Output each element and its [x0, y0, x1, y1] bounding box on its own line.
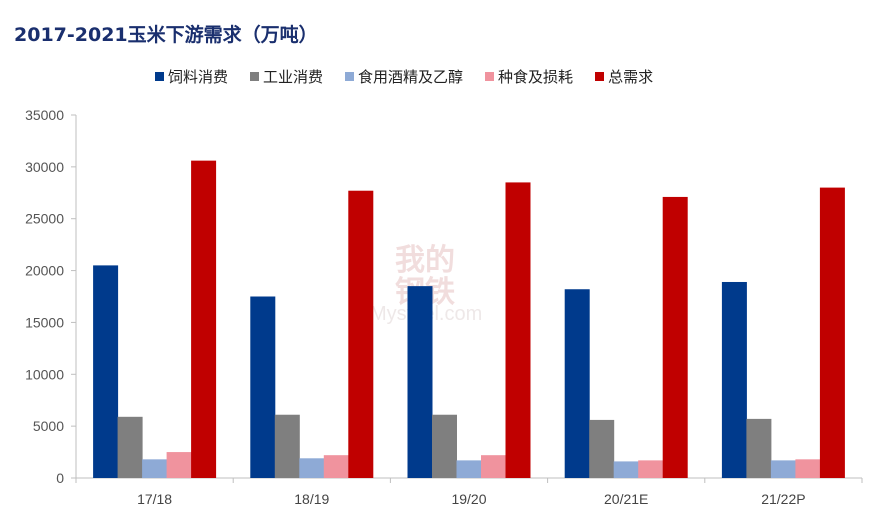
- chart-bars: [93, 160, 845, 479]
- bar: [166, 452, 192, 478]
- x-tick-label: 18/19: [294, 491, 329, 507]
- legend-swatch-ethanol: [345, 72, 355, 81]
- bar: [142, 459, 168, 478]
- legend-label-total: 总需求: [608, 68, 654, 86]
- y-tick-label: 30000: [25, 159, 64, 175]
- bar: [662, 196, 688, 479]
- legend-label-feed: 饲料消费: [168, 68, 229, 86]
- legend-swatch-industrial: [250, 72, 260, 81]
- bar: [819, 187, 845, 478]
- legend-item-ethanol: 食用酒精及乙醇: [345, 66, 463, 87]
- bar: [505, 182, 531, 478]
- bar: [589, 419, 615, 478]
- y-tick-label: 10000: [25, 366, 64, 382]
- chart-axes: 0 5000 10000 15000 20000 25000 30000 35000 17/18…: [25, 107, 863, 507]
- legend-swatch-total: [595, 72, 605, 81]
- legend-label-seed-loss: 种食及损耗: [498, 68, 574, 86]
- bar: [795, 459, 821, 478]
- bar: [746, 418, 772, 478]
- y-tick-label: 5000: [33, 418, 64, 434]
- y-tick-label: 25000: [25, 211, 64, 227]
- bar: [191, 160, 217, 479]
- legend-item-total: 总需求: [595, 66, 653, 87]
- bar: [770, 460, 796, 478]
- legend-label-ethanol: 食用酒精及乙醇: [358, 68, 464, 86]
- y-tick-label: 20000: [25, 263, 64, 279]
- bar: [117, 416, 143, 478]
- bar: [299, 458, 325, 478]
- legend-swatch-seed-loss: [485, 72, 495, 81]
- bar: [407, 286, 433, 478]
- x-tick-label: 21/22P: [761, 491, 805, 507]
- watermark-text: 我的: [395, 243, 455, 278]
- x-tick-label: 17/18: [137, 491, 172, 507]
- y-tick-label: 0: [56, 470, 64, 486]
- y-tick-label: 15000: [25, 314, 64, 330]
- bar: [323, 455, 349, 478]
- bar: [456, 460, 482, 478]
- chart-title: 2017-2021玉米下游需求（万吨）: [14, 24, 318, 46]
- bar: [613, 461, 639, 478]
- legend-item-industrial: 工业消费: [250, 66, 323, 87]
- legend-label-industrial: 工业消费: [263, 68, 324, 86]
- chart-legend: 饲料消费 工业消费 食用酒精及乙醇 种食及损耗 总需求: [155, 66, 653, 87]
- bar: [481, 455, 506, 478]
- y-tick-label: 35000: [25, 107, 64, 123]
- x-tick-label: 20/21E: [604, 491, 648, 507]
- legend-swatch-feed: [155, 72, 164, 81]
- bar: [721, 281, 747, 478]
- legend-item-seed-loss: 种食及损耗: [485, 66, 573, 87]
- bar: [93, 265, 119, 478]
- bar: [564, 289, 590, 478]
- bar: [274, 414, 300, 478]
- bar: [432, 414, 457, 478]
- legend-item-feed: 饲料消费: [155, 66, 228, 87]
- bar: [250, 296, 276, 478]
- bar: [348, 190, 374, 478]
- x-tick-label: 19/20: [451, 491, 486, 507]
- bar: [638, 460, 664, 478]
